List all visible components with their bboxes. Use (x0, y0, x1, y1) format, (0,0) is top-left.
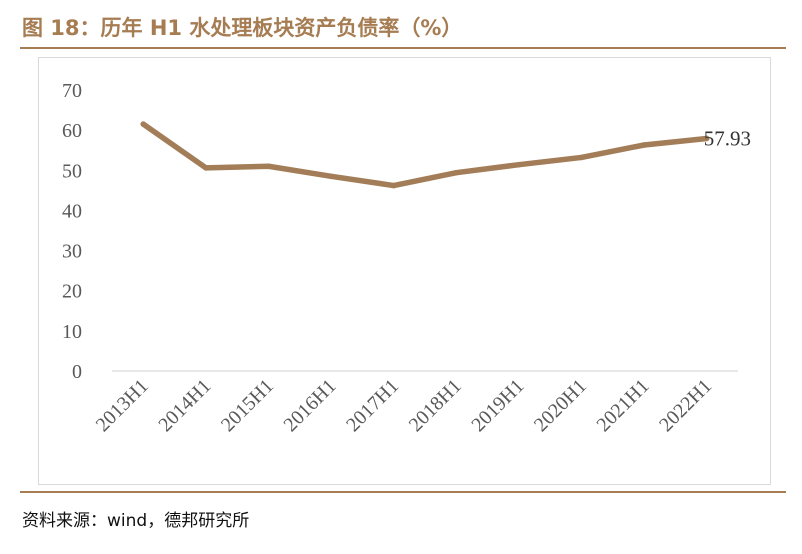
y-tick-label: 30 (62, 241, 82, 263)
chart-frame (38, 57, 771, 485)
data-point (140, 121, 147, 127)
x-tick-label: 2015H1 (217, 375, 278, 436)
data-point (641, 142, 647, 148)
x-tick-label: 2016H1 (280, 375, 341, 436)
y-axis-ticks: 0 10 20 30 40 50 60 70 (62, 80, 82, 383)
data-point (328, 173, 334, 180)
y-tick-label: 70 (62, 80, 82, 102)
data-point (516, 161, 522, 168)
x-tick-label: 2018H1 (405, 375, 466, 436)
y-tick-label: 60 (62, 120, 82, 142)
x-tick-label: 2022H1 (655, 375, 716, 436)
data-point (578, 154, 585, 161)
x-tick-label: 2017H1 (342, 375, 403, 436)
data-point (203, 165, 209, 171)
data-label: 57.93 (704, 126, 751, 150)
series-line (140, 121, 710, 189)
title-rule (20, 47, 786, 49)
x-tick-label: 2013H1 (92, 375, 153, 436)
x-tick-label: 2020H1 (530, 375, 591, 436)
data-labels: 57.93 (704, 126, 751, 150)
data-point (390, 182, 397, 189)
x-tick-label: 2014H1 (154, 375, 215, 436)
y-tick-label: 20 (62, 281, 82, 303)
x-tick-label: 2021H1 (593, 375, 654, 436)
figure-title: 图 18：历年 H1 水处理板块资产负债率（%） (22, 16, 463, 40)
y-tick-label: 40 (62, 200, 82, 222)
source-note: 资料来源：wind，德邦研究所 (22, 511, 250, 531)
x-tick-label: 2019H1 (467, 375, 528, 436)
y-tick-label: 50 (62, 160, 82, 182)
data-point (453, 169, 460, 176)
x-axis-ticks: 2013H1 2014H1 2015H1 2016H1 2017H1 2018H1 2019… (92, 375, 717, 436)
series-group (140, 121, 710, 189)
y-tick-label: 10 (62, 321, 82, 343)
y-tick-label: 0 (72, 361, 82, 383)
source-rule (20, 491, 786, 493)
data-point (265, 163, 272, 170)
data-point (703, 135, 710, 142)
